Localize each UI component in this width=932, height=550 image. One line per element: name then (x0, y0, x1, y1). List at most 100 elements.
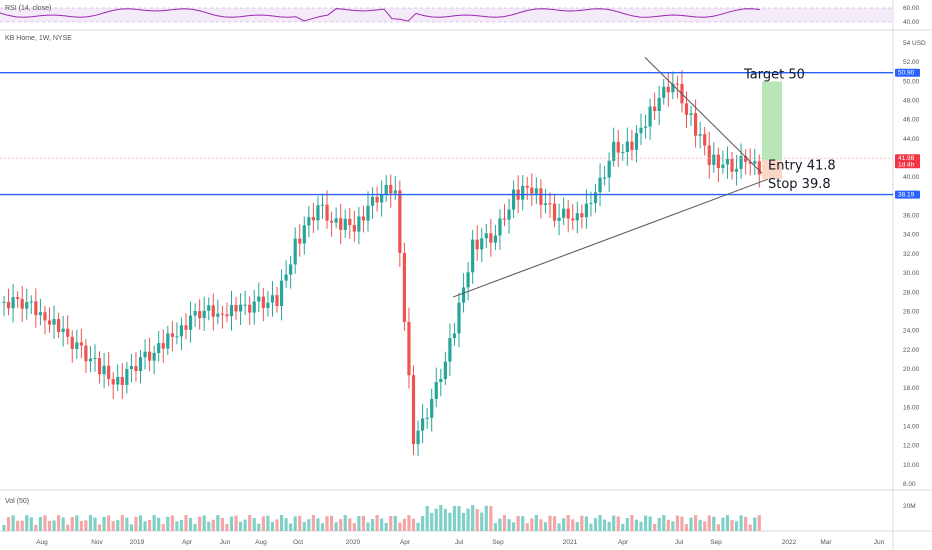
volume-bar (461, 512, 466, 531)
volume-bar (193, 523, 197, 531)
volume-bar (43, 515, 47, 531)
candle-body (694, 113, 698, 136)
volume-bar (571, 519, 575, 531)
time-tick-label: Mar (820, 539, 832, 546)
volume-bar (47, 520, 52, 531)
volume-bar (689, 517, 693, 531)
badge-top-line-text: 50.90 (898, 70, 915, 77)
candle-body (243, 304, 247, 306)
price-tick-label: 52.00 (903, 59, 920, 66)
price-tick-label: 48.00 (903, 98, 920, 105)
candle-body (434, 382, 438, 399)
candle-body (361, 216, 366, 221)
volume-bar (666, 519, 670, 531)
candle-body (279, 280, 284, 307)
candle-body (662, 86, 666, 98)
candle-body (507, 209, 511, 220)
candle-body (625, 141, 629, 153)
candle-body (88, 358, 93, 362)
candle-body (102, 365, 106, 375)
candle-body (607, 160, 611, 178)
candle-body (175, 336, 179, 338)
price-tick-label: 10.00 (903, 462, 920, 469)
volume-bar (61, 517, 65, 531)
time-tick-label: 2021 (563, 539, 578, 546)
volume-bar (289, 523, 293, 531)
volume-bar (557, 523, 561, 531)
volume-bar (211, 519, 215, 531)
price-tick-label: 36.00 (903, 213, 920, 220)
volume-bar (11, 515, 15, 531)
price-tick-label: 34.00 (903, 232, 920, 239)
volume-bar (430, 512, 434, 531)
candle-body (393, 190, 397, 194)
candle-body (143, 351, 147, 358)
candle-body (61, 328, 65, 333)
rsi-band (0, 8, 893, 22)
candle-body (580, 213, 584, 218)
candle-body (348, 218, 352, 226)
candle-body (339, 218, 343, 230)
volume-bar (88, 515, 93, 531)
candle-body (443, 361, 447, 379)
volume-bar (398, 522, 402, 531)
volume-bar (129, 524, 133, 531)
volume-bar (102, 516, 106, 531)
volume-bar (52, 520, 56, 531)
volume-bar (261, 516, 265, 531)
volume-bar (402, 518, 406, 531)
candle-body (512, 189, 516, 210)
candle-body (207, 305, 211, 311)
price-tick-label: 32.00 (903, 251, 920, 258)
price-tick-label: 30.00 (903, 270, 920, 277)
candle-body (716, 154, 720, 168)
volume-bar (225, 523, 229, 531)
volume-bar (625, 517, 629, 531)
candle-body (593, 192, 598, 204)
candle-body (34, 301, 38, 316)
candle-body (557, 217, 561, 221)
candle-body (375, 196, 379, 203)
target-zone (762, 81, 782, 160)
price-tick-label: 50.00 (903, 78, 920, 85)
time-tick-label: 2019 (130, 539, 145, 546)
volume-bar (93, 517, 97, 531)
candle-body (730, 159, 734, 172)
candle-body (248, 304, 252, 313)
volume-bar (603, 519, 607, 531)
candle-body (320, 204, 325, 206)
volume-bar (243, 519, 247, 531)
candle-body (525, 185, 529, 188)
volume-bar (471, 505, 475, 531)
volume-bar (152, 515, 156, 531)
candle-body (111, 379, 115, 385)
volume-bar (680, 516, 684, 531)
candle-body (675, 83, 679, 85)
candle-body (666, 86, 670, 93)
volume-bar (339, 519, 343, 531)
volume-bar (188, 517, 193, 531)
candle-body (370, 196, 375, 206)
volume-bar (712, 516, 716, 531)
volume-bar (325, 516, 329, 531)
volume-bar (475, 508, 479, 531)
time-tick-label: Apr (182, 539, 193, 546)
candle-body (129, 366, 133, 370)
rsi-tick-label: 60.00 (903, 5, 920, 12)
volume-bar (448, 512, 452, 531)
volume-bar (79, 521, 83, 531)
candle-body (657, 97, 661, 111)
volume-bar (298, 515, 302, 531)
volume-bar (307, 519, 311, 531)
candle-body (184, 325, 188, 330)
rising-trendline (452, 178, 769, 298)
volume-bar (143, 521, 147, 531)
price-tick-label: 26.00 (903, 308, 920, 315)
volume-bar (653, 523, 657, 531)
volume-bar (120, 515, 124, 531)
volume-bar (498, 518, 502, 531)
volume-bar (97, 524, 102, 531)
volume-bar (725, 515, 730, 531)
volume-bar (407, 515, 411, 531)
candle-body (179, 325, 184, 337)
